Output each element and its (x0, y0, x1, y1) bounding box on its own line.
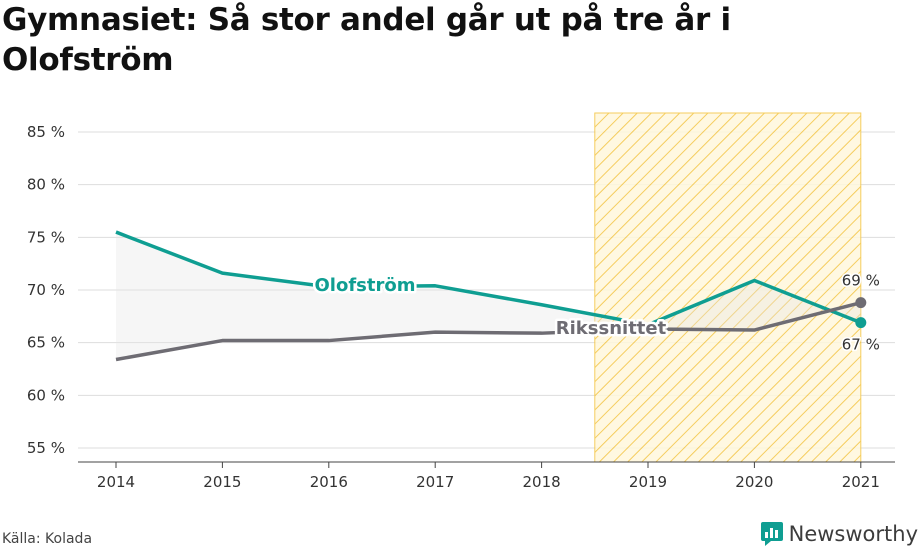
series-line (115, 230, 862, 327)
x-tick-label: 2018 (523, 473, 561, 491)
series-label: Olofström (315, 275, 416, 296)
brand-name: Newsworthy (788, 522, 918, 546)
series-line (115, 300, 862, 362)
brand-logo: Newsworthy (760, 519, 918, 549)
y-tick-label: 55 % (27, 439, 65, 457)
x-tick-label: 2021 (842, 473, 880, 491)
y-tick-label: 70 % (27, 281, 65, 299)
end-value-label: 67 % (842, 336, 880, 354)
x-tick-label: 2016 (310, 473, 348, 491)
x-tick-label: 2014 (97, 473, 135, 491)
end-value-label: 69 % (842, 272, 880, 290)
end-point (855, 317, 867, 329)
y-tick-label: 75 % (27, 228, 65, 246)
end-point (855, 297, 867, 309)
x-tick-label: 2015 (203, 473, 241, 491)
series-label: Rikssnittet (556, 318, 667, 339)
highlight-band (594, 112, 862, 463)
y-tick-label: 80 % (27, 176, 65, 194)
source-note: Källa: Kolada (2, 531, 93, 547)
y-tick-label: 60 % (27, 386, 65, 404)
y-tick-label: 65 % (27, 334, 65, 352)
x-tick-label: 2017 (416, 473, 454, 491)
y-tick-label: 85 % (27, 123, 65, 141)
x-tick-label: 2019 (629, 473, 667, 491)
chart-title: Gymnasiet: Så stor andel går ut på tre å… (2, 2, 731, 78)
x-tick-label: 2020 (735, 473, 773, 491)
newsworthy-logo-icon (760, 522, 783, 546)
